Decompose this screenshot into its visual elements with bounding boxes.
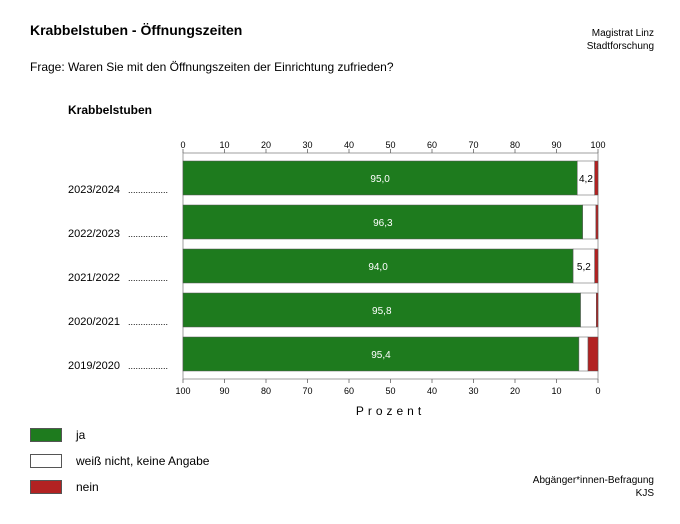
bottom-tick-label: 100 — [175, 386, 190, 396]
bar-segment — [578, 336, 589, 372]
data-label: 4,2 — [579, 174, 593, 185]
data-label: 95,4 — [371, 350, 391, 361]
data-label: 96,3 — [373, 218, 393, 229]
data-label: 95,8 — [372, 306, 392, 317]
x-axis-label: Prozent — [355, 404, 426, 418]
top-tick-label: 100 — [590, 140, 605, 150]
top-tick-label: 20 — [261, 140, 271, 150]
data-label: 5,2 — [577, 262, 591, 273]
bar-segment — [587, 336, 599, 372]
top-tick-label: 30 — [302, 140, 312, 150]
legend-label-ja: ja — [76, 428, 86, 442]
category-label: 2020/2021 — [68, 316, 120, 328]
publisher: Magistrat Linz Stadtforschung — [587, 27, 654, 53]
bar-segment — [595, 204, 599, 240]
leader-dots: ................ — [128, 317, 168, 327]
bottom-tick-label: 70 — [302, 386, 312, 396]
source-note: Abgänger*innen-Befragung KJS — [533, 474, 654, 500]
legend-swatch-ja — [30, 428, 62, 442]
bar-segment — [182, 204, 583, 240]
bar-segment — [582, 204, 597, 240]
legend-label-weiss-nicht: weiß nicht, keine Angabe — [76, 454, 210, 468]
bottom-tick-label: 10 — [551, 386, 561, 396]
bar-segment — [580, 292, 597, 328]
top-tick-label: 60 — [427, 140, 437, 150]
legend-swatch-weiss-nicht — [30, 454, 62, 468]
survey-question: Frage: Waren Sie mit den Öffnungszeiten … — [30, 60, 394, 74]
top-tick-label: 10 — [219, 140, 229, 150]
bar-segment — [594, 248, 599, 284]
source-line-1: Abgänger*innen-Befragung — [532, 475, 654, 486]
bottom-tick-label: 50 — [385, 386, 395, 396]
publisher-line-1: Magistrat Linz — [591, 28, 654, 39]
page-title: Krabbelstuben - Öffnungszeiten — [30, 22, 243, 38]
top-tick-label: 0 — [180, 140, 185, 150]
leader-dots: ................ — [128, 229, 168, 239]
category-label: 2021/2022 — [68, 272, 120, 284]
leader-dots: ................ — [128, 273, 168, 283]
category-label: 2022/2023 — [68, 228, 120, 240]
bar-segment — [596, 292, 599, 328]
top-tick-label: 50 — [385, 140, 395, 150]
bar-segment — [182, 336, 580, 372]
bar-segment — [182, 292, 581, 328]
bottom-tick-label: 30 — [468, 386, 478, 396]
top-tick-label: 40 — [344, 140, 354, 150]
bar-segment — [182, 248, 574, 284]
chart-title: Krabbelstuben — [68, 103, 153, 117]
top-tick-label: 80 — [510, 140, 520, 150]
data-label: 94,0 — [368, 262, 388, 273]
legend-label-nein: nein — [76, 480, 99, 494]
category-label: 2019/2020 — [68, 360, 120, 372]
top-tick-label: 70 — [468, 140, 478, 150]
bottom-tick-label: 40 — [427, 386, 437, 396]
bottom-tick-label: 0 — [595, 386, 600, 396]
data-label: 95,0 — [370, 174, 390, 185]
publisher-line-2: Stadtforschung — [586, 41, 654, 52]
top-tick-label: 90 — [551, 140, 561, 150]
bottom-tick-label: 20 — [510, 386, 520, 396]
leader-dots: ................ — [128, 185, 168, 195]
bar-segment — [594, 160, 599, 196]
bottom-tick-label: 60 — [344, 386, 354, 396]
bar-segment — [182, 160, 578, 196]
legend-swatch-nein — [30, 480, 62, 494]
source-line-2: KJS — [635, 488, 654, 499]
category-label: 2023/2024 — [68, 184, 120, 196]
bottom-tick-label: 80 — [261, 386, 271, 396]
leader-dots: ................ — [128, 361, 168, 371]
bottom-tick-label: 90 — [219, 386, 229, 396]
